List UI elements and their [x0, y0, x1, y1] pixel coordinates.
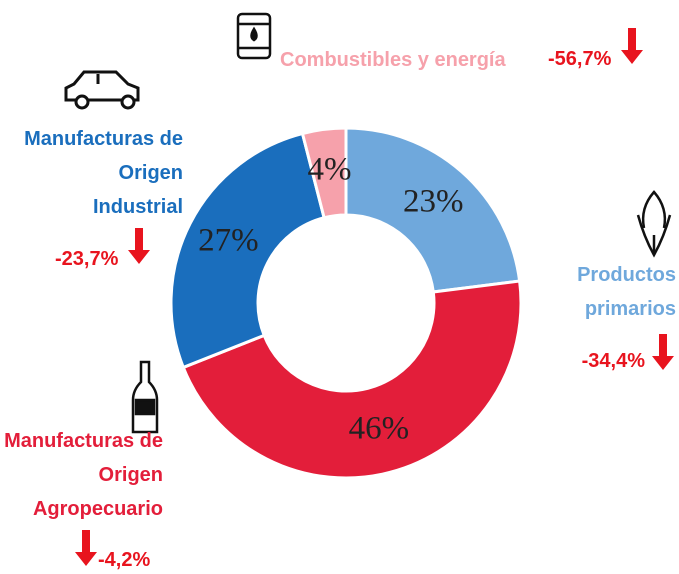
corn-icon — [636, 190, 672, 258]
change-label: -34,4% — [581, 350, 645, 372]
value-label: 4% — [307, 152, 351, 188]
donut-segment — [344, 126, 522, 294]
donut-segment — [300, 126, 348, 220]
car-icon — [64, 70, 140, 110]
value-label: 23% — [403, 184, 464, 220]
down-arrow — [75, 530, 97, 566]
down-arrow — [128, 228, 150, 264]
drum-icon — [236, 12, 272, 60]
category-label: Manufacturas de Origen Industrial — [24, 128, 183, 218]
donut-segment — [181, 279, 523, 480]
change-label: -23,7% — [55, 248, 119, 270]
donut: 23% 46% 27% 4% — [169, 126, 523, 480]
change-label: -56,7% — [548, 48, 612, 70]
down-arrow — [652, 334, 674, 370]
value-label: 27% — [198, 223, 259, 259]
category-label: Productos primarios — [577, 264, 676, 320]
down-arrow — [621, 28, 643, 64]
category-label: Manufacturas de Origen Agropecuario — [4, 430, 163, 520]
donut-segment — [169, 131, 326, 370]
value-label: 46% — [349, 410, 410, 446]
bottle-icon — [131, 360, 159, 434]
category-label: Combustibles y energía — [280, 49, 506, 71]
change-label: -4,2% — [98, 549, 151, 571]
